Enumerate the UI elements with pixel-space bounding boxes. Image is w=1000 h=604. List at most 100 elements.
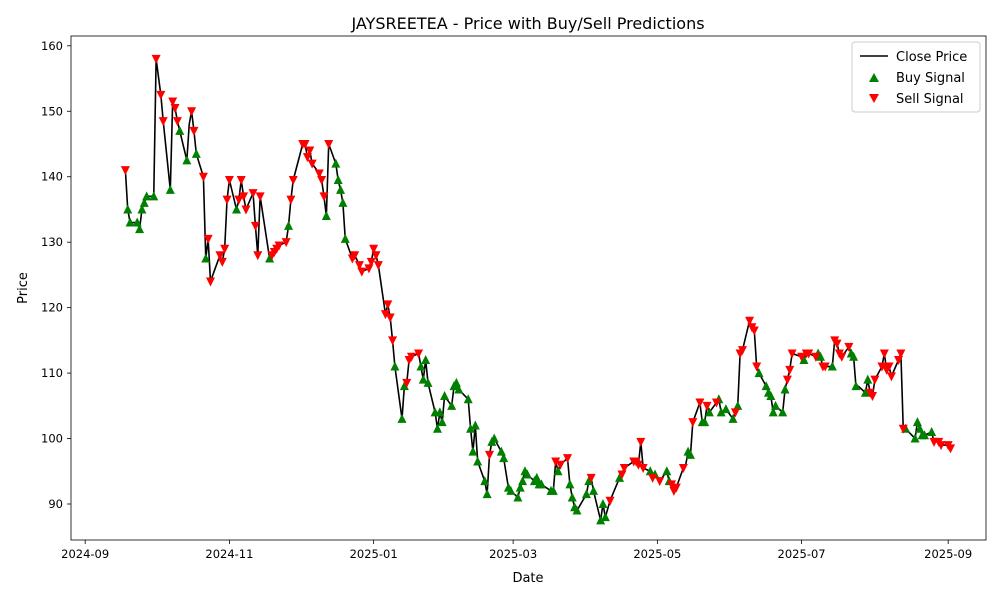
buy-signal-marker (340, 233, 350, 243)
sell-signal-marker (896, 349, 906, 359)
x-tick-label: 2025-09 (924, 547, 972, 561)
legend: Close Price Buy Signal Sell Signal (851, 41, 981, 113)
sell-signal-marker (222, 195, 232, 205)
plot-area (70, 35, 987, 541)
sell-signal-marker (274, 241, 284, 251)
buy-signal-marker (754, 368, 764, 378)
buy-signal-marker (447, 400, 457, 410)
buy-signal-marker (910, 433, 920, 443)
sell-signal-marker (302, 153, 312, 163)
sell-signal-marker (234, 195, 244, 205)
sell-signal-marker (832, 339, 842, 349)
x-axis-label: Date (512, 571, 543, 586)
buy-signal-marker (482, 489, 492, 499)
buy-signal-marker (537, 479, 547, 489)
sell-signal-marker (324, 140, 334, 149)
y-axis: 90 100 110 120 130 140 150 160 (41, 39, 71, 511)
legend-sell-marker (869, 94, 879, 103)
sell-signal-marker (797, 352, 807, 362)
sell-signal-marker (388, 336, 398, 346)
buy-signal-marker (600, 512, 610, 522)
x-tick-label: 2024-11 (205, 547, 253, 561)
sell-signal-marker (785, 365, 795, 375)
buy-signal-marker (182, 155, 192, 165)
buy-signal-marker (766, 391, 776, 400)
sell-signal-marker (156, 90, 166, 100)
y-axis-label: Price (16, 272, 31, 304)
sell-signal-marker (636, 437, 646, 447)
sell-signal-marker (551, 457, 561, 467)
buy-signal-marker (645, 466, 655, 476)
buy-signal-marker (454, 384, 464, 394)
sell-signal-marker (879, 349, 889, 359)
buy-signal-marker (421, 355, 431, 364)
legend-label-close: Close Price (896, 50, 967, 65)
buy-signal-marker (771, 400, 781, 410)
buy-signal-marker (336, 184, 346, 194)
sell-signal-marker (837, 352, 847, 362)
chart-title: JAYSREETEA - Price with Buy/Sell Predict… (350, 14, 704, 33)
sell-signal-marker (877, 362, 887, 372)
buy-signal-marker (489, 433, 499, 443)
sell-signal-marker (383, 300, 393, 310)
sell-signal-marker (170, 104, 180, 113)
buy-signal-marker (827, 361, 837, 371)
legend-buy-marker (869, 73, 879, 82)
buy-signal-marker (338, 197, 348, 207)
sell-signal-marker (151, 54, 161, 64)
buy-signal-marker (165, 184, 175, 194)
sell-signal-marker (224, 176, 234, 185)
x-tick-label: 2025-07 (778, 547, 826, 561)
sell-signal-marker (752, 362, 762, 372)
sell-signal-marker (936, 441, 946, 451)
buy-signal-marker (470, 420, 480, 430)
buy-signal-marker (863, 374, 873, 384)
y-tick-label: 160 (41, 39, 63, 53)
buy-signal-marker (920, 430, 930, 440)
buy-signal-marker (473, 456, 483, 466)
sell-signal-marker (563, 454, 573, 464)
buy-signal-marker (399, 381, 409, 391)
buy-signal-marker (860, 387, 870, 397)
sell-signal-marker (695, 398, 705, 408)
buy-signal-marker (132, 217, 142, 227)
buy-signal-marker (466, 423, 476, 433)
sell-signal-marker (820, 362, 830, 372)
sell-signal-marker (946, 444, 956, 454)
x-tick-label: 2024-09 (61, 547, 109, 561)
legend-label-sell: Sell Signal (896, 92, 964, 107)
buy-signal-marker (513, 492, 523, 502)
buy-signal-marker (589, 485, 599, 495)
sell-signal-marker (385, 313, 395, 323)
sell-signal-marker (314, 169, 324, 179)
buy-signal-marker (468, 446, 478, 456)
sell-signal-marker (281, 238, 291, 248)
sell-signal-marker (749, 326, 759, 336)
sell-signal-marker (305, 146, 315, 156)
sell-signal-marker (300, 140, 310, 149)
buy-signal-marker (416, 361, 426, 371)
sell-signal-marker (868, 392, 878, 401)
buy-signal-marker (232, 204, 242, 214)
sell-signal-marker (255, 192, 265, 202)
x-tick-label: 2025-05 (633, 547, 681, 561)
buy-signal-marker (123, 204, 133, 214)
y-tick-label: 150 (41, 104, 63, 118)
sell-signal-marker (605, 496, 615, 506)
x-tick-label: 2025-01 (350, 547, 398, 561)
sell-signal-marker (886, 372, 896, 382)
legend-label-buy: Buy Signal (896, 71, 965, 86)
buy-signal-marker (761, 381, 771, 391)
y-tick-label: 100 (41, 432, 63, 446)
buy-signal-marker (437, 417, 447, 427)
sell-signal-marker (730, 408, 740, 418)
sell-signal-marker (307, 159, 317, 169)
sell-signal-marker (354, 261, 364, 271)
buy-signal-marker (125, 217, 135, 227)
buy-signal-marker (435, 407, 445, 417)
buy-signal-marker (716, 407, 726, 417)
sell-signal-marker (787, 349, 797, 359)
buy-signal-marker (581, 489, 591, 499)
buy-signal-marker (515, 482, 525, 492)
